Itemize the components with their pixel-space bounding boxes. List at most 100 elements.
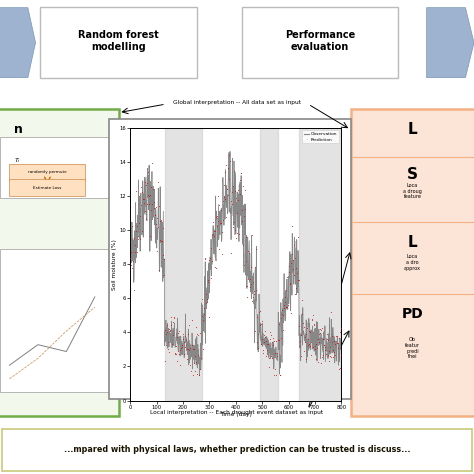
Prediction <box>164 321 171 328</box>
Prediction <box>243 293 251 301</box>
Prediction <box>201 310 208 318</box>
Prediction <box>175 328 183 335</box>
Prediction <box>164 338 172 346</box>
Prediction <box>235 196 242 203</box>
Prediction <box>140 195 147 202</box>
Prediction <box>227 249 235 257</box>
Text: Local interpretation -- Each drought event dataset as input: Local interpretation -- Each drought eve… <box>150 410 324 415</box>
Prediction <box>198 295 205 303</box>
Prediction <box>289 222 296 229</box>
Text: Global interpretation -- All data set as input: Global interpretation -- All data set as… <box>173 100 301 105</box>
Prediction <box>242 205 249 213</box>
Prediction <box>292 290 299 298</box>
Prediction <box>283 286 290 294</box>
Prediction <box>274 336 282 343</box>
Prediction <box>133 222 140 229</box>
Prediction <box>210 227 218 234</box>
Prediction <box>282 293 289 301</box>
Prediction <box>127 248 135 255</box>
Prediction <box>328 308 335 316</box>
Prediction <box>184 345 191 353</box>
Prediction <box>166 327 173 335</box>
Prediction <box>317 359 325 367</box>
Prediction <box>205 278 212 285</box>
Prediction <box>240 262 247 269</box>
Polygon shape <box>258 8 306 78</box>
Prediction <box>311 345 319 353</box>
Prediction <box>263 340 271 347</box>
Prediction <box>217 219 225 227</box>
Prediction <box>173 357 181 365</box>
Prediction <box>319 353 326 361</box>
Prediction <box>161 326 168 333</box>
Prediction <box>163 328 171 336</box>
Prediction <box>182 341 190 349</box>
Prediction <box>160 271 167 279</box>
Prediction <box>273 353 281 360</box>
Prediction <box>322 350 330 357</box>
Prediction <box>215 192 222 200</box>
FancyBboxPatch shape <box>0 249 109 392</box>
Prediction <box>308 351 315 358</box>
Text: Loca
a droug
feature: Loca a droug feature <box>403 183 422 200</box>
Prediction <box>293 269 301 277</box>
Prediction <box>153 220 160 228</box>
FancyBboxPatch shape <box>0 137 109 198</box>
Prediction <box>309 344 317 351</box>
Prediction <box>193 370 201 377</box>
Prediction <box>210 219 217 226</box>
Prediction <box>195 371 203 379</box>
Prediction <box>182 343 189 351</box>
Legend: Observation, Prediction: Observation, Prediction <box>302 130 339 143</box>
Prediction <box>190 359 198 367</box>
Text: $T_i$: $T_i$ <box>14 156 21 165</box>
Prediction <box>273 371 280 379</box>
Prediction <box>234 229 241 237</box>
Prediction <box>323 336 331 343</box>
Prediction <box>136 213 144 220</box>
Prediction <box>144 191 152 199</box>
Prediction <box>295 276 302 284</box>
Prediction <box>202 299 210 306</box>
Prediction <box>284 303 292 311</box>
Prediction <box>252 263 259 271</box>
Text: Performance
evaluation: Performance evaluation <box>285 30 355 52</box>
Prediction <box>168 314 175 321</box>
Prediction <box>306 328 313 336</box>
Prediction <box>334 344 342 352</box>
Prediction <box>220 193 228 201</box>
Prediction <box>307 338 314 346</box>
Prediction <box>186 346 193 354</box>
Prediction <box>167 321 175 328</box>
Prediction <box>241 186 248 194</box>
Prediction <box>285 262 293 270</box>
Prediction <box>310 311 317 319</box>
Prediction <box>294 276 301 283</box>
Prediction <box>332 351 339 358</box>
Prediction <box>321 346 329 354</box>
Prediction <box>256 322 264 329</box>
Prediction <box>289 265 297 273</box>
FancyBboxPatch shape <box>40 7 197 79</box>
Prediction <box>168 340 176 347</box>
FancyBboxPatch shape <box>0 109 118 416</box>
Prediction <box>207 274 214 282</box>
Prediction <box>304 336 311 343</box>
Prediction <box>137 202 145 210</box>
Prediction <box>189 371 196 379</box>
Prediction <box>149 185 157 193</box>
Prediction <box>226 175 233 183</box>
Prediction <box>337 324 345 332</box>
Prediction <box>253 313 261 321</box>
Prediction <box>305 340 312 348</box>
Prediction <box>263 337 270 345</box>
Prediction <box>211 227 219 235</box>
Prediction <box>269 334 277 341</box>
Prediction <box>317 329 324 337</box>
Prediction <box>237 169 245 177</box>
Prediction <box>233 194 240 202</box>
Prediction <box>336 365 344 372</box>
Prediction <box>328 332 336 340</box>
Prediction <box>246 275 253 283</box>
Prediction <box>151 211 158 219</box>
